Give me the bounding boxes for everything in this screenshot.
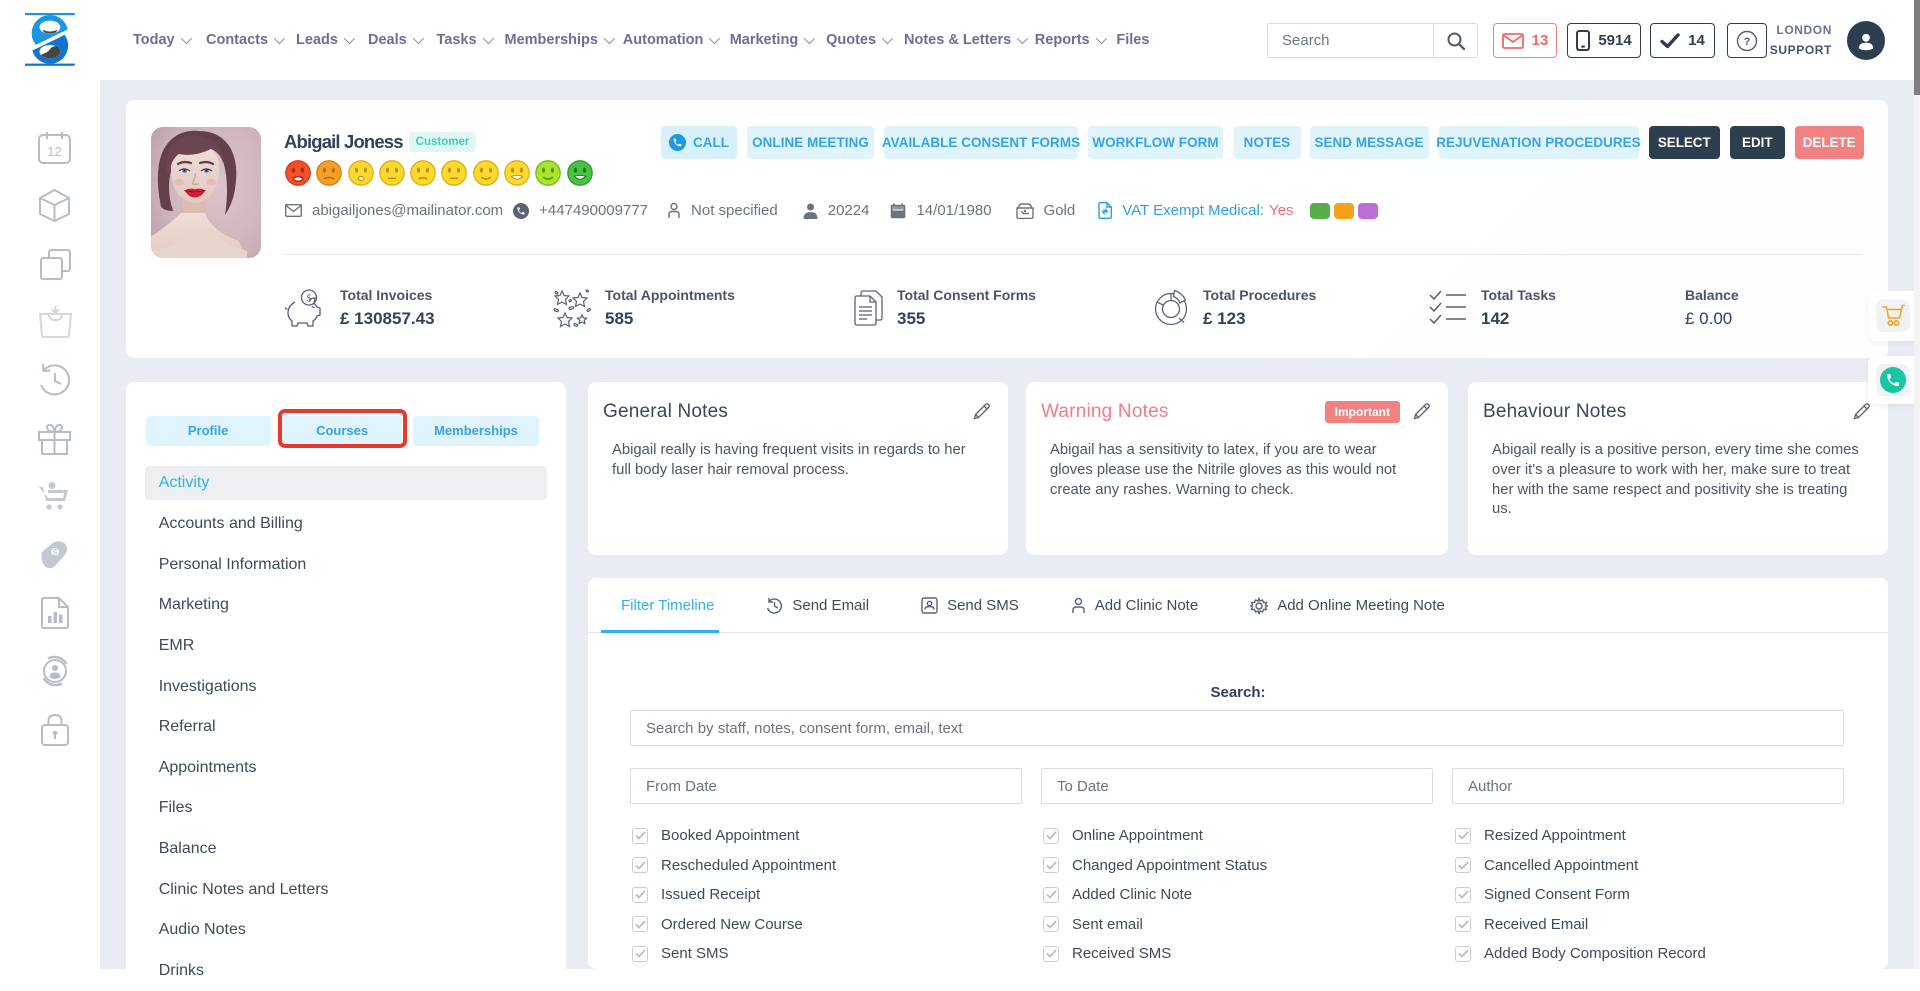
svg-text:$: $: [52, 548, 57, 558]
svg-text:?: ?: [1744, 36, 1751, 48]
svg-text:12: 12: [47, 144, 61, 159]
svg-text:$: $: [307, 294, 312, 305]
